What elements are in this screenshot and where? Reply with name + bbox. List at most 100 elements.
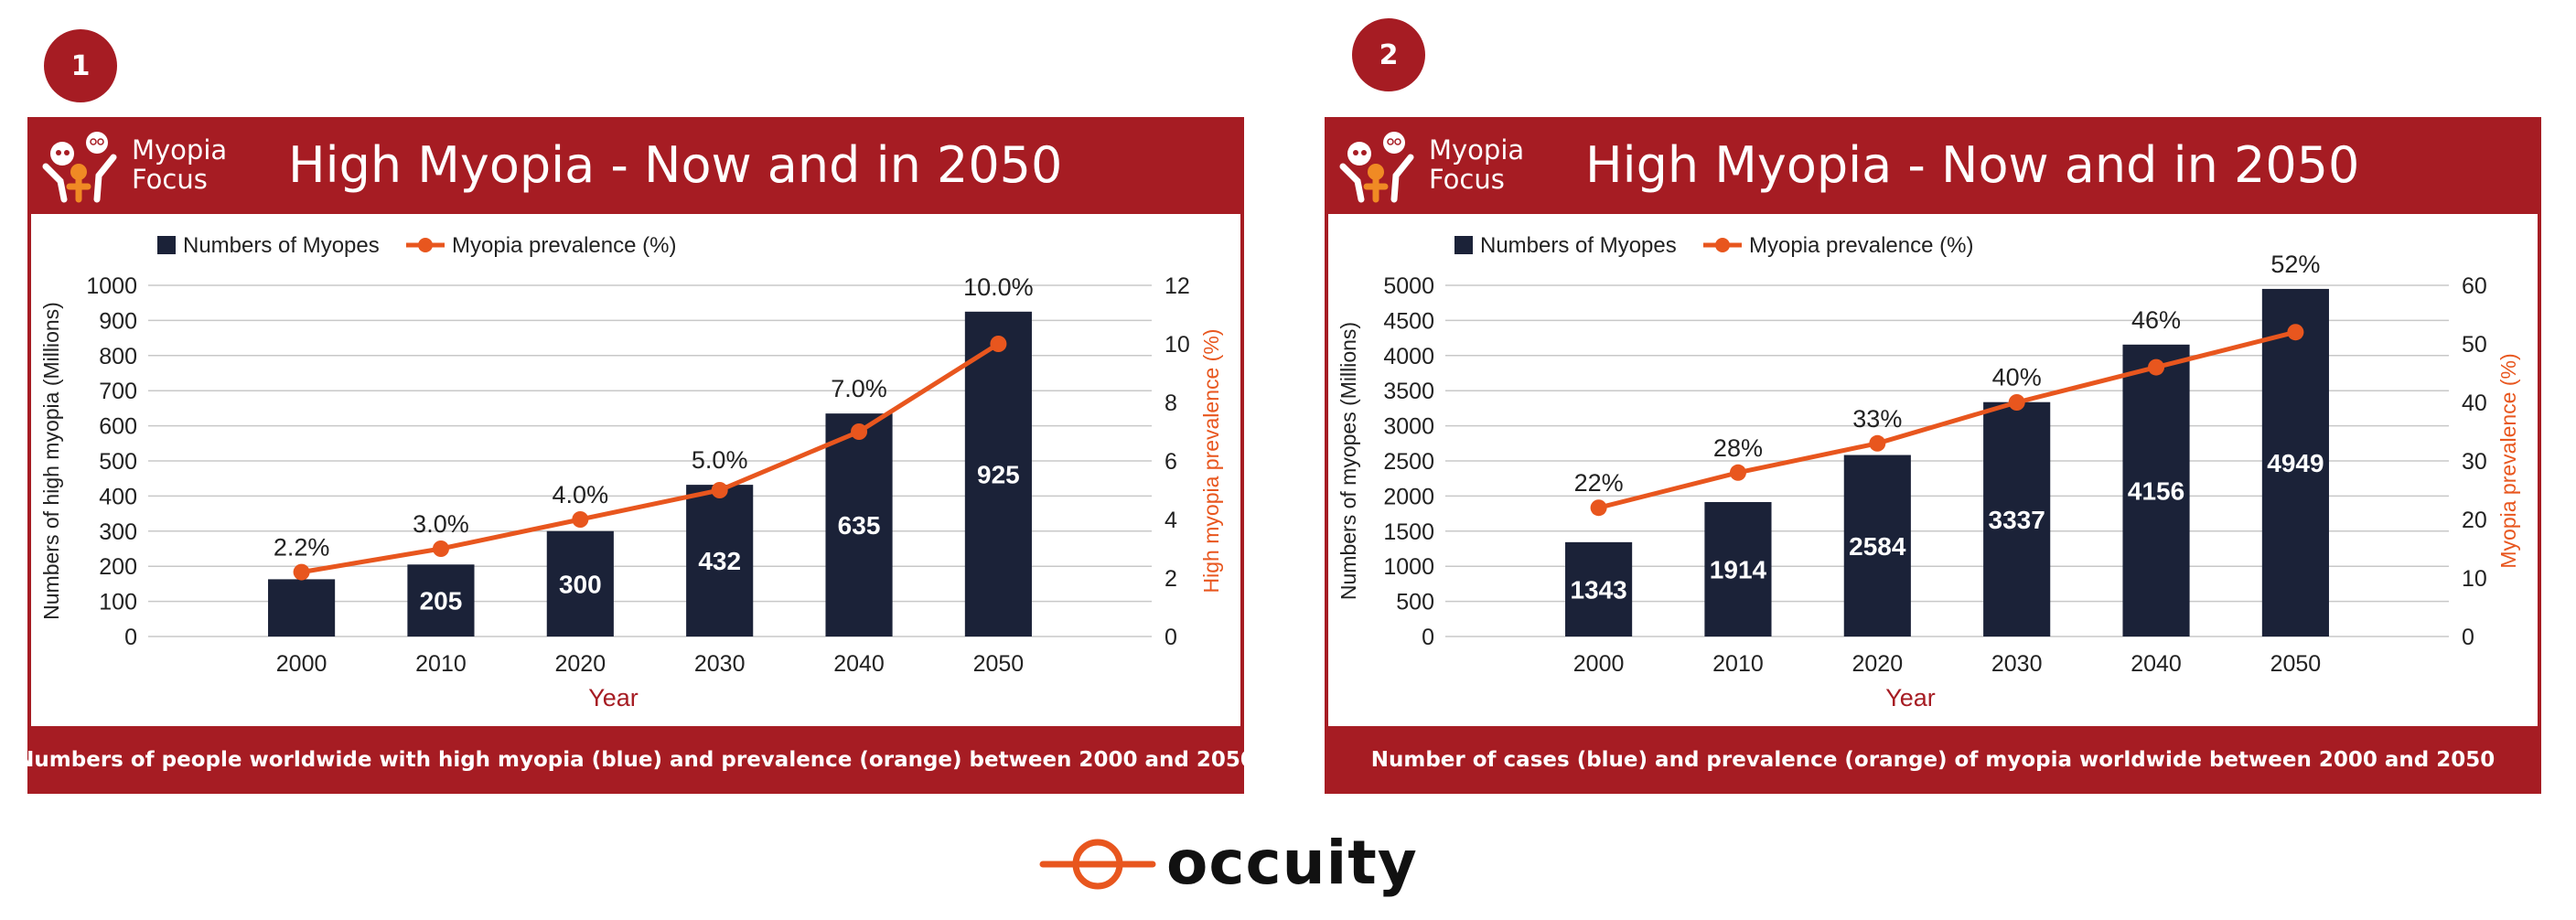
x-tick-label: 2030 [1991,651,2043,677]
prevalence-point-2040 [851,423,868,440]
y2-tick-label: 40 [2462,390,2487,416]
y-tick-label: 700 [99,379,137,404]
prevalence-point-2010 [1729,464,1746,481]
occuity-wordmark: occuity [1166,828,1418,898]
bar-value-label: 432 [698,547,741,575]
legend-label-prevalence: Myopia prevalence (%) [1749,233,1973,258]
prevalence-value-label: 28% [1713,434,1763,462]
bar-value-label: 4949 [2267,449,2324,477]
bar-value-label: 925 [977,460,1020,488]
legend-marker-prevalence [1715,238,1730,252]
y-tick-label: 300 [99,519,137,545]
prevalence-point-2050 [2287,324,2304,341]
bar-2010 [1704,502,1772,637]
y-axis-title: Numbers of high myopia (Millions) [39,302,63,620]
y-tick-label: 0 [1422,625,1434,650]
panel-caption: Number of cases (blue) and prevalence (o… [1370,748,2496,772]
combo-chart-myopia: Numbers of Myopes Myopia prevalence (%) 0 5… [1336,233,2520,711]
bar-value-label: 205 [420,587,463,615]
prevalence-value-label: 2.2% [274,534,330,562]
prevalence-value-label: 10.0% [963,273,1034,301]
y-tick-label: 800 [99,344,137,369]
y2-tick-label: 50 [2462,332,2487,358]
prevalence-point-2020 [572,511,589,528]
y-axis-title: Numbers of myopes (Millions) [1336,322,1360,600]
occuity-logo: occuity [1038,828,1459,901]
panel-headline: High Myopia - Now and in 2050 [288,136,1063,194]
prevalence-point-2010 [432,540,449,557]
y-tick-label: 1500 [1383,519,1434,545]
x-axis-title: Year [588,684,639,711]
bar-value-label: 635 [838,511,881,540]
myopia-focus-logo: Myopia Focus [1339,130,1550,203]
bar-2040 [2122,344,2190,637]
bar-value-label: 300 [559,570,602,598]
bar-value-label: 1914 [1710,556,1767,584]
y2-tick-label: 0 [2462,625,2474,650]
children-logo-icon [1339,132,1414,203]
y-tick-label: 1000 [1383,554,1434,580]
legend-marker-prevalence [418,238,433,252]
y-tick-label: 3500 [1383,379,1434,404]
prevalence-point-2050 [990,336,1007,352]
combo-chart-high-myopia: Numbers of Myopes Myopia prevalence (%) 0 1… [39,233,1223,711]
prevalence-value-label: 33% [1852,405,1902,433]
x-tick-label: 2010 [415,651,467,677]
y-tick-label: 0 [124,625,137,650]
y-tick-label: 2500 [1383,449,1434,475]
x-tick-label: 2040 [833,651,885,677]
y-tick-label: 4000 [1383,344,1434,369]
prevalence-point-2000 [1590,499,1607,517]
chart-panel-1: Myopia Focus High Myopia - Now and in 20… [16,117,1255,794]
logo-line-2: Focus [1429,164,1505,195]
prevalence-point-2020 [1869,434,1886,452]
prevalence-value-label: 22% [1574,469,1624,497]
bar-value-label: 4156 [2128,476,2184,505]
bar-value-label: 2584 [1849,532,1906,561]
y-tick-label: 900 [99,308,137,334]
logo-line-1: Myopia [1429,134,1525,166]
logo-line-2: Focus [132,164,208,195]
bar-2000 [268,579,336,637]
x-tick-label: 2020 [555,651,606,677]
bar-value-label: 3337 [1989,506,2045,534]
y-tick-label: 200 [99,554,137,580]
x-tick-label: 2030 [694,651,746,677]
y2-tick-label: 10 [2462,566,2487,592]
legend-swatch-bars [1454,236,1473,254]
y2-tick-label: 8 [1165,390,1177,416]
prevalence-point-2040 [2148,358,2165,376]
y2-tick-label: 0 [1165,625,1177,650]
y-tick-label: 400 [99,484,137,509]
prevalence-value-label: 40% [1992,364,2042,391]
bar-value-label: 1343 [1570,575,1626,604]
x-tick-label: 2010 [1712,651,1764,677]
panel-headline: High Myopia - Now and in 2050 [1585,136,2360,194]
x-tick-label: 2020 [1852,651,1904,677]
legend-label-bars: Numbers of Myopes [1480,233,1677,258]
x-tick-label: 2050 [973,651,1025,677]
prevalence-line [301,341,1000,575]
panel-header: Myopia Focus High Myopia - Now and in 20… [27,117,1244,214]
chart-panel-2: Myopia Focus High Myopia - Now and in 20… [1325,117,2541,794]
legend-label-prevalence: Myopia prevalence (%) [452,233,676,258]
prevalence-value-label: 3.0% [413,510,469,538]
prevalence-value-label: 52% [2270,251,2320,278]
prevalence-point-2030 [2008,394,2025,411]
prevalence-point-2000 [293,563,310,581]
children-logo-icon [42,132,117,203]
panel-number-badge-2: 2 [1352,18,1425,91]
y-tick-label: 5000 [1383,273,1434,299]
y2-tick-label: 2 [1165,566,1177,592]
bar-2040 [825,413,893,637]
prevalence-value-label: 46% [2131,306,2181,334]
y-tick-label: 4500 [1383,308,1434,334]
y2-tick-label: 10 [1165,332,1190,358]
bar-2030 [1983,401,2051,637]
legend-label-bars: Numbers of Myopes [183,233,380,258]
legend-swatch-bars [157,236,176,254]
y-tick-label: 2000 [1383,484,1434,509]
myopia-focus-logo: Myopia Focus [42,130,252,203]
y2-tick-label: 20 [2462,508,2487,533]
y-tick-label: 600 [99,414,137,440]
